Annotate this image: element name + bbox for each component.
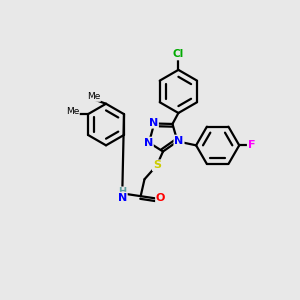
Text: S: S <box>153 160 161 170</box>
Text: N: N <box>118 193 127 203</box>
Text: N: N <box>149 118 158 128</box>
Text: N: N <box>174 136 184 146</box>
Text: H: H <box>118 187 126 197</box>
Text: O: O <box>156 194 165 203</box>
Text: Me: Me <box>87 92 101 101</box>
Text: F: F <box>248 140 255 150</box>
Text: Me: Me <box>66 106 79 116</box>
Text: N: N <box>144 138 153 148</box>
Text: Cl: Cl <box>173 50 184 59</box>
